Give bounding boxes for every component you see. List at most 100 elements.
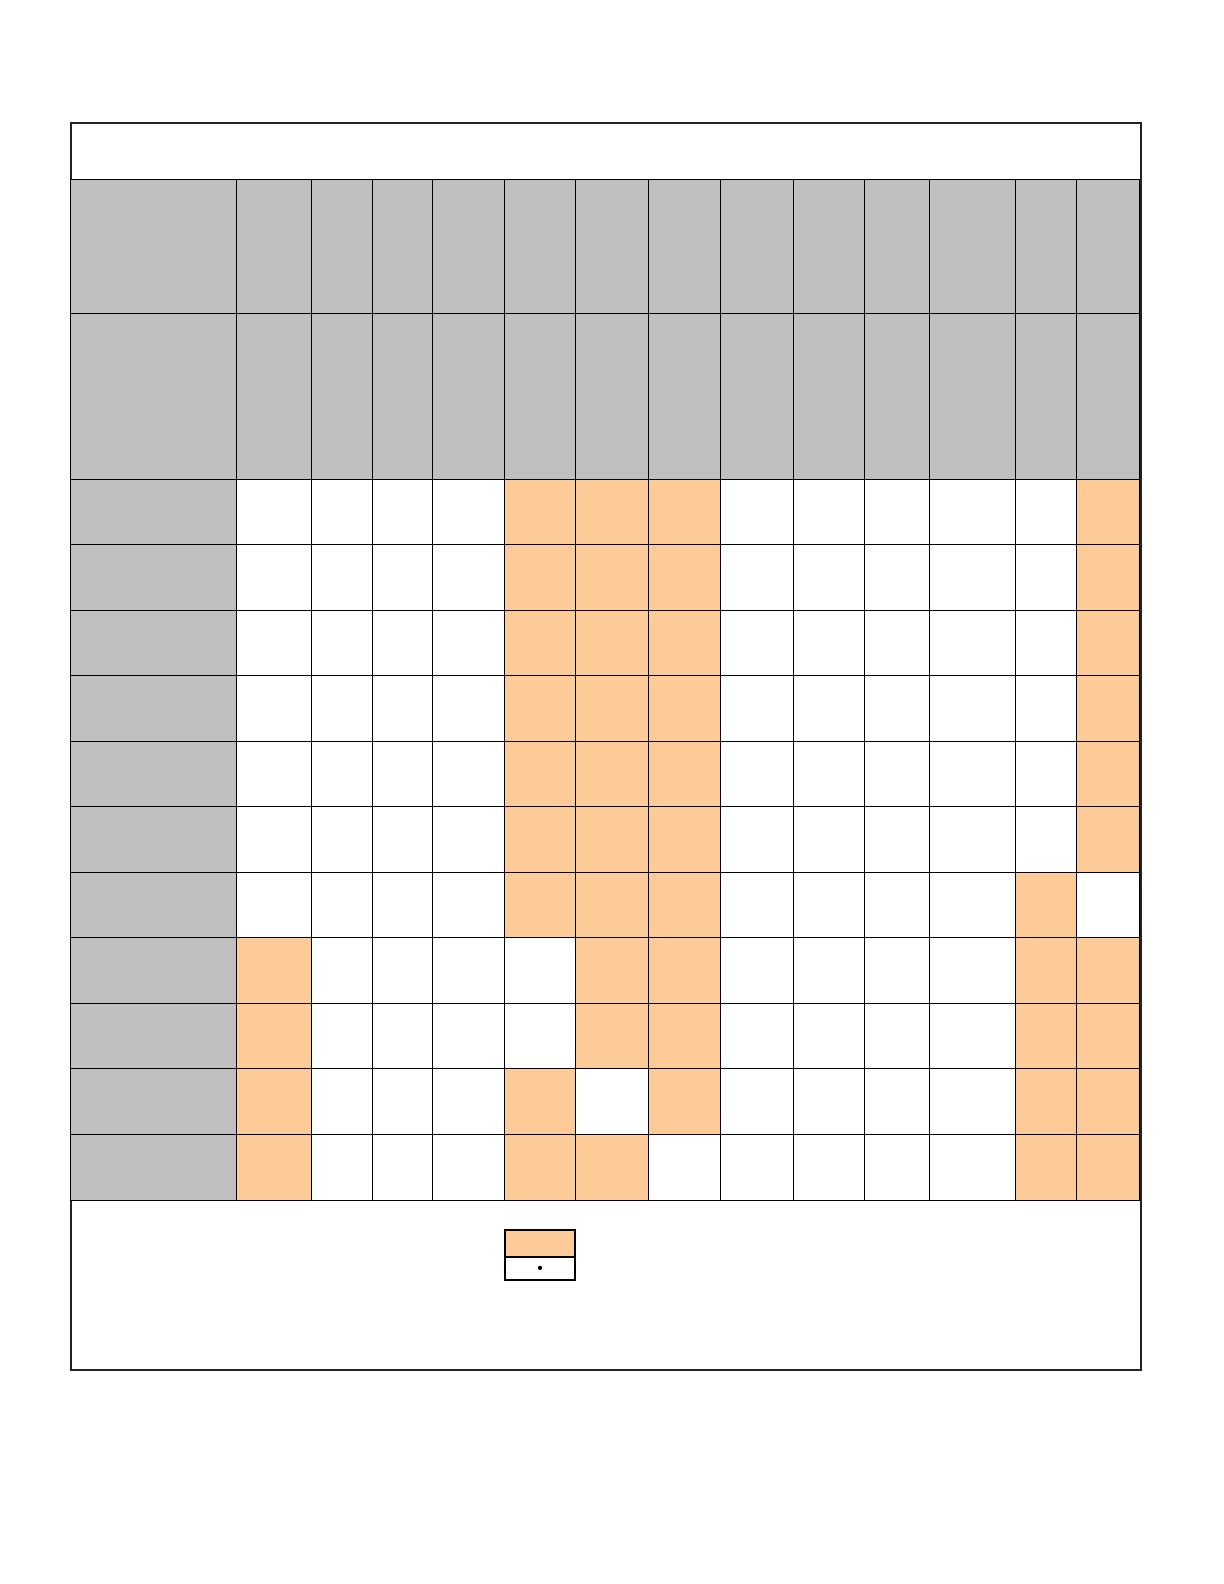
- empty-cell: [432, 479, 505, 545]
- empty-cell: [864, 1068, 930, 1135]
- empty-cell: [793, 1134, 865, 1201]
- empty-cell: [504, 1003, 576, 1069]
- empty-cell: [432, 937, 505, 1004]
- empty-cell: [372, 1068, 433, 1135]
- row-label-cell: [70, 872, 237, 938]
- empty-cell: [720, 675, 794, 742]
- empty-cell: [720, 1003, 794, 1069]
- empty-cell: [236, 872, 312, 938]
- empty-cell: [432, 610, 505, 676]
- highlighted-cell: [575, 544, 649, 611]
- highlighted-cell: [575, 479, 649, 545]
- empty-cell: [236, 675, 312, 742]
- empty-cell: [311, 806, 373, 873]
- row-label-cell: [70, 610, 237, 676]
- empty-cell: [929, 937, 1016, 1004]
- empty-cell: [372, 872, 433, 938]
- empty-cell: [793, 544, 865, 611]
- empty-cell: [864, 544, 930, 611]
- highlighted-cell: [1015, 1134, 1077, 1201]
- empty-cell: [311, 1068, 373, 1135]
- empty-cell: [1015, 479, 1077, 545]
- header-cell: [793, 313, 865, 480]
- empty-cell: [432, 806, 505, 873]
- empty-cell: [720, 544, 794, 611]
- row-label-cell: [70, 937, 237, 1004]
- empty-cell: [575, 1068, 649, 1135]
- highlighted-cell: [236, 1003, 312, 1069]
- empty-cell: [372, 479, 433, 545]
- highlighted-cell: [1015, 1003, 1077, 1069]
- header-cell: [575, 179, 649, 314]
- empty-cell: [311, 872, 373, 938]
- empty-cell: [864, 675, 930, 742]
- highlighted-cell: [648, 675, 721, 742]
- empty-cell: [372, 741, 433, 807]
- header-cell: [70, 313, 237, 480]
- empty-cell: [432, 544, 505, 611]
- empty-cell: [311, 479, 373, 545]
- highlighted-cell: [1015, 872, 1077, 938]
- empty-cell: [720, 937, 794, 1004]
- highlighted-cell: [575, 872, 649, 938]
- header-cell: [575, 313, 649, 480]
- highlighted-cell: [504, 872, 576, 938]
- header-cell: [504, 313, 576, 480]
- empty-cell: [793, 1003, 865, 1069]
- highlighted-cell: [575, 675, 649, 742]
- empty-cell: [864, 872, 930, 938]
- empty-cell: [372, 937, 433, 1004]
- empty-cell: [929, 1003, 1016, 1069]
- empty-cell: [1015, 544, 1077, 611]
- header-cell: [864, 179, 930, 314]
- empty-cell: [504, 937, 576, 1004]
- header-cell: [432, 179, 505, 314]
- highlighted-cell: [648, 872, 721, 938]
- highlighted-cell: [1076, 479, 1140, 545]
- header-cell: [648, 179, 721, 314]
- empty-cell: [864, 937, 930, 1004]
- empty-cell: [432, 675, 505, 742]
- empty-cell: [1015, 610, 1077, 676]
- header-cell: [432, 313, 505, 480]
- empty-cell: [236, 479, 312, 545]
- empty-cell: [372, 610, 433, 676]
- highlighted-cell: [648, 1068, 721, 1135]
- empty-cell: [1015, 741, 1077, 807]
- highlighted-cell: [1076, 741, 1140, 807]
- highlighted-cell: [648, 741, 721, 807]
- header-cell: [1076, 179, 1140, 314]
- empty-cell: [236, 544, 312, 611]
- empty-cell: [311, 544, 373, 611]
- empty-cell: [1015, 806, 1077, 873]
- row-label-cell: [70, 675, 237, 742]
- header-cell: [372, 179, 433, 314]
- empty-cell: [372, 544, 433, 611]
- header-cell: [311, 313, 373, 480]
- empty-cell: [929, 1134, 1016, 1201]
- empty-cell: [372, 675, 433, 742]
- highlighted-cell: [1015, 1068, 1077, 1135]
- highlighted-cell: [1076, 675, 1140, 742]
- highlighted-cell: [575, 610, 649, 676]
- highlighted-cell: [648, 1003, 721, 1069]
- empty-cell: [793, 675, 865, 742]
- empty-cell: [720, 479, 794, 545]
- empty-cell: [311, 1003, 373, 1069]
- header-cell: [793, 179, 865, 314]
- empty-cell: [864, 806, 930, 873]
- empty-cell: [236, 610, 312, 676]
- empty-cell: [720, 741, 794, 807]
- highlighted-cell: [504, 806, 576, 873]
- empty-cell: [1015, 675, 1077, 742]
- header-cell: [648, 313, 721, 480]
- row-label-cell: [70, 1003, 237, 1069]
- header-cell: [236, 313, 312, 480]
- header-cell: [1076, 313, 1140, 480]
- header-cell: [720, 179, 794, 314]
- row-label-cell: [70, 1134, 237, 1201]
- empty-cell: [311, 1134, 373, 1201]
- highlighted-cell: [504, 1068, 576, 1135]
- highlighted-cell: [504, 610, 576, 676]
- header-cell: [1015, 313, 1077, 480]
